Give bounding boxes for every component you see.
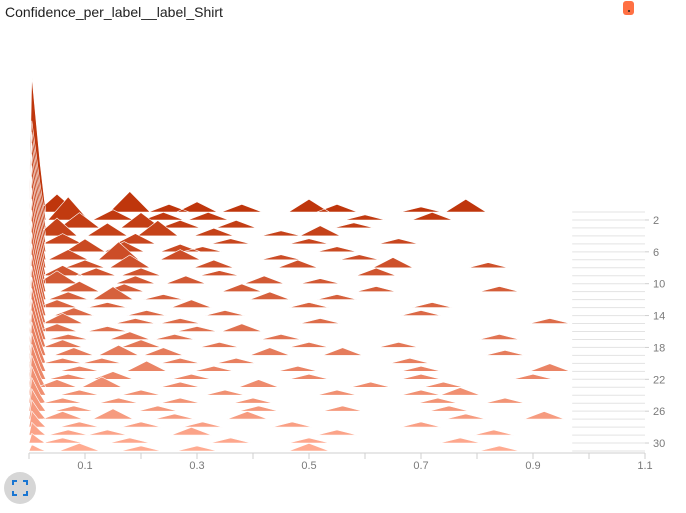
- y-tick-label: 30: [653, 438, 665, 450]
- ridge-series-14: [28, 254, 573, 316]
- fullscreen-icon: [12, 480, 28, 496]
- ridge-series-20: [28, 321, 573, 364]
- ridge-series-31: [28, 442, 573, 452]
- color-chip-dot: [628, 10, 630, 12]
- ridge-series-1: [28, 75, 573, 213]
- x-tick-label: 0.1: [77, 460, 92, 472]
- x-tick-label: 0.7: [413, 460, 428, 472]
- ridge-series-group: [28, 75, 645, 452]
- ridge-series-5: [28, 154, 573, 245]
- ridge-series-29: [28, 421, 573, 436]
- y-tick-label: 10: [653, 279, 665, 291]
- y-tick-label: 26: [653, 406, 665, 418]
- x-tick-label: 0.3: [189, 460, 204, 472]
- ridge-series-26: [28, 387, 573, 412]
- x-tick-label: 1.1: [637, 460, 652, 472]
- ridge-series-7: [28, 176, 573, 261]
- ridge-series-30: [28, 432, 573, 444]
- ridge-series-25: [28, 376, 573, 404]
- ridge-series-21: [28, 332, 573, 372]
- ridge-series-9: [28, 198, 573, 276]
- ridge-series-2: [28, 120, 573, 221]
- ridge-series-11: [28, 221, 573, 292]
- ridge-series-17: [28, 288, 573, 340]
- ridge-series-28: [28, 410, 573, 428]
- y-tick-label: 22: [653, 374, 665, 386]
- y-tick-label: 14: [653, 311, 665, 323]
- ridge-series-12: [28, 232, 573, 300]
- ridge-series-10: [28, 210, 573, 284]
- ridge-series-6: [28, 165, 573, 253]
- ridge-series-18: [28, 299, 573, 348]
- series-color-chip[interactable]: [623, 1, 634, 15]
- y-tick-label: 6: [653, 247, 659, 259]
- ridge-series-24: [28, 365, 573, 396]
- chart-title: Confidence_per_label__label_Shirt: [5, 4, 223, 20]
- x-tick-label: 0.5: [301, 460, 316, 472]
- ridge-series-16: [28, 277, 573, 332]
- ridge-series-27: [28, 399, 573, 420]
- ridge-series-4: [28, 143, 573, 237]
- x-tick-label: 0.9: [525, 460, 540, 472]
- ridge-series-22: [28, 343, 573, 380]
- ridge-series-15: [28, 265, 573, 324]
- fullscreen-button[interactable]: [4, 472, 36, 504]
- ridge-series-19: [28, 310, 573, 356]
- y-tick-label: 18: [653, 342, 665, 354]
- y-tick-label: 2: [653, 215, 659, 227]
